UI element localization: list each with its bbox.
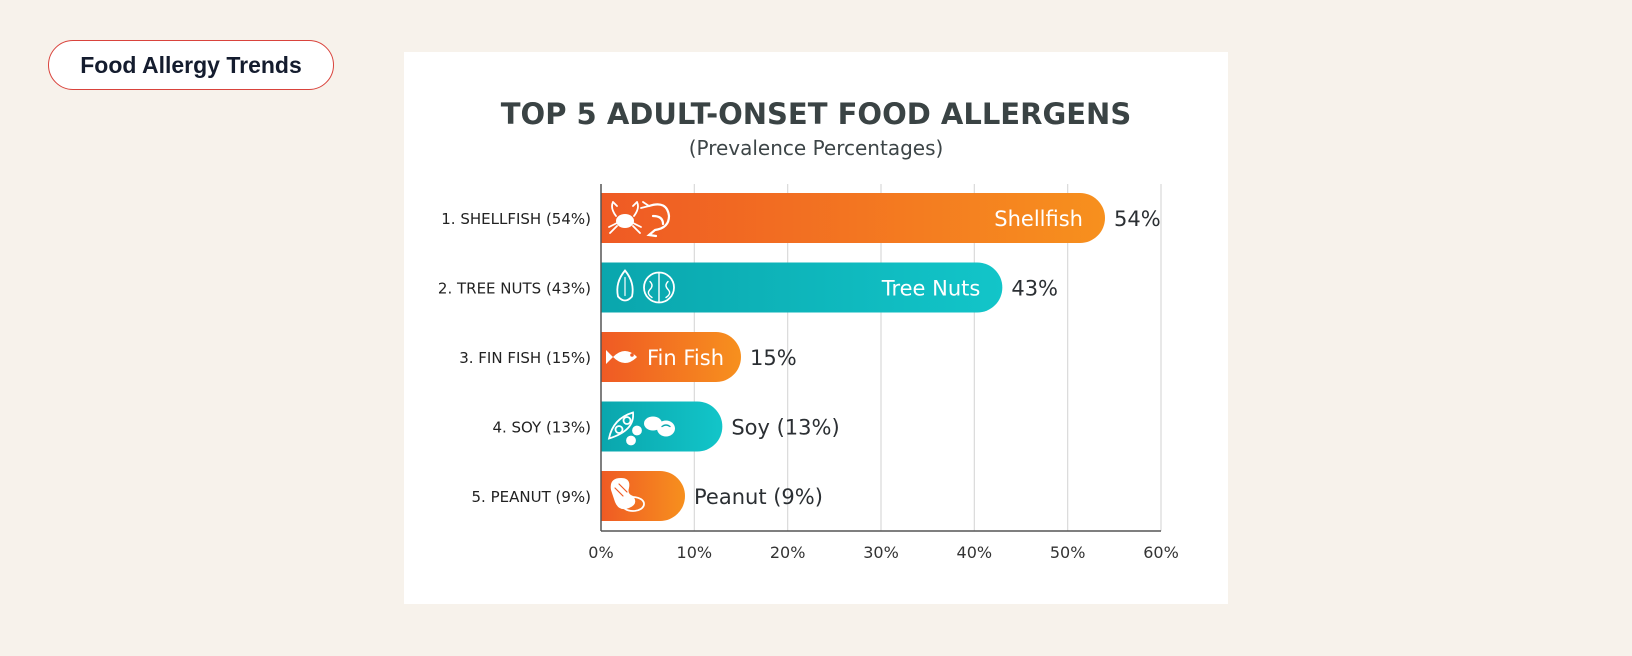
bar-inner-label: Tree Nuts [881, 277, 981, 301]
bar-inner-label: Fin Fish [647, 346, 724, 370]
shrimp-icon [640, 201, 671, 238]
bars: 1. SHELLFISH (54%) Shellfish 54% 2. TREE NU… [438, 193, 1161, 521]
bar-value-label: 15% [750, 346, 797, 370]
bar-row: 1. SHELLFISH (54%) Shellfish 54% [441, 193, 1161, 243]
category-label: 3. FIN FISH (15%) [459, 349, 591, 367]
bar-row: 2. TREE NUTS (43%) Tree Nuts 43% [438, 262, 1058, 313]
bar-value-label: 43% [1011, 277, 1058, 301]
soybean-icon [644, 416, 675, 437]
bar-value-label: 54% [1114, 207, 1161, 231]
bar [601, 332, 741, 382]
bar-row: 5. PEANUT (9%) Peanut (9%) [472, 471, 823, 521]
category-label: 5. PEANUT (9%) [472, 488, 592, 506]
x-tick-label: 30% [863, 543, 899, 562]
crab-icon [608, 201, 642, 234]
bar-value-label: Peanut (9%) [694, 485, 823, 509]
category-label: 2. TREE NUTS (43%) [438, 280, 591, 298]
bar-row: 3. FIN FISH (15%) Fin Fish 15% [459, 332, 797, 382]
category-label: 4. SOY (13%) [492, 419, 591, 437]
x-tick-label: 60% [1143, 543, 1179, 562]
x-tick-label: 20% [770, 543, 806, 562]
allergen-bar-chart: TOP 5 ADULT-ONSET FOOD ALLERGENS (Preval… [438, 97, 1179, 562]
x-tick-label: 50% [1050, 543, 1086, 562]
chart-subtitle: (Prevalence Percentages) [689, 136, 944, 160]
peanut-icon [610, 478, 645, 512]
bar-inner-label: Shellfish [994, 207, 1083, 231]
x-tick-label: 0% [588, 543, 613, 562]
category-label: 1. SHELLFISH (54%) [441, 210, 591, 228]
bar-row: 4. SOY (13%) Soy (13%) [492, 401, 840, 452]
x-axis: 0% 10% 20% 30% 40% 50% 60% [588, 184, 1179, 562]
bar [601, 193, 1105, 243]
walnut-icon [643, 271, 675, 304]
soy-pod-icon [607, 411, 642, 446]
food-allergy-trends-button[interactable]: Food Allergy Trends [48, 40, 334, 90]
bar [601, 262, 1003, 313]
x-tick-label: 10% [677, 543, 713, 562]
chart-card: TOP 5 ADULT-ONSET FOOD ALLERGENS (Preval… [404, 52, 1228, 604]
almond-icon [616, 269, 634, 302]
bar-value-label: Soy (13%) [731, 416, 839, 440]
chart-title: TOP 5 ADULT-ONSET FOOD ALLERGENS [501, 97, 1131, 131]
fish-icon [606, 350, 637, 364]
x-tick-label: 40% [957, 543, 993, 562]
